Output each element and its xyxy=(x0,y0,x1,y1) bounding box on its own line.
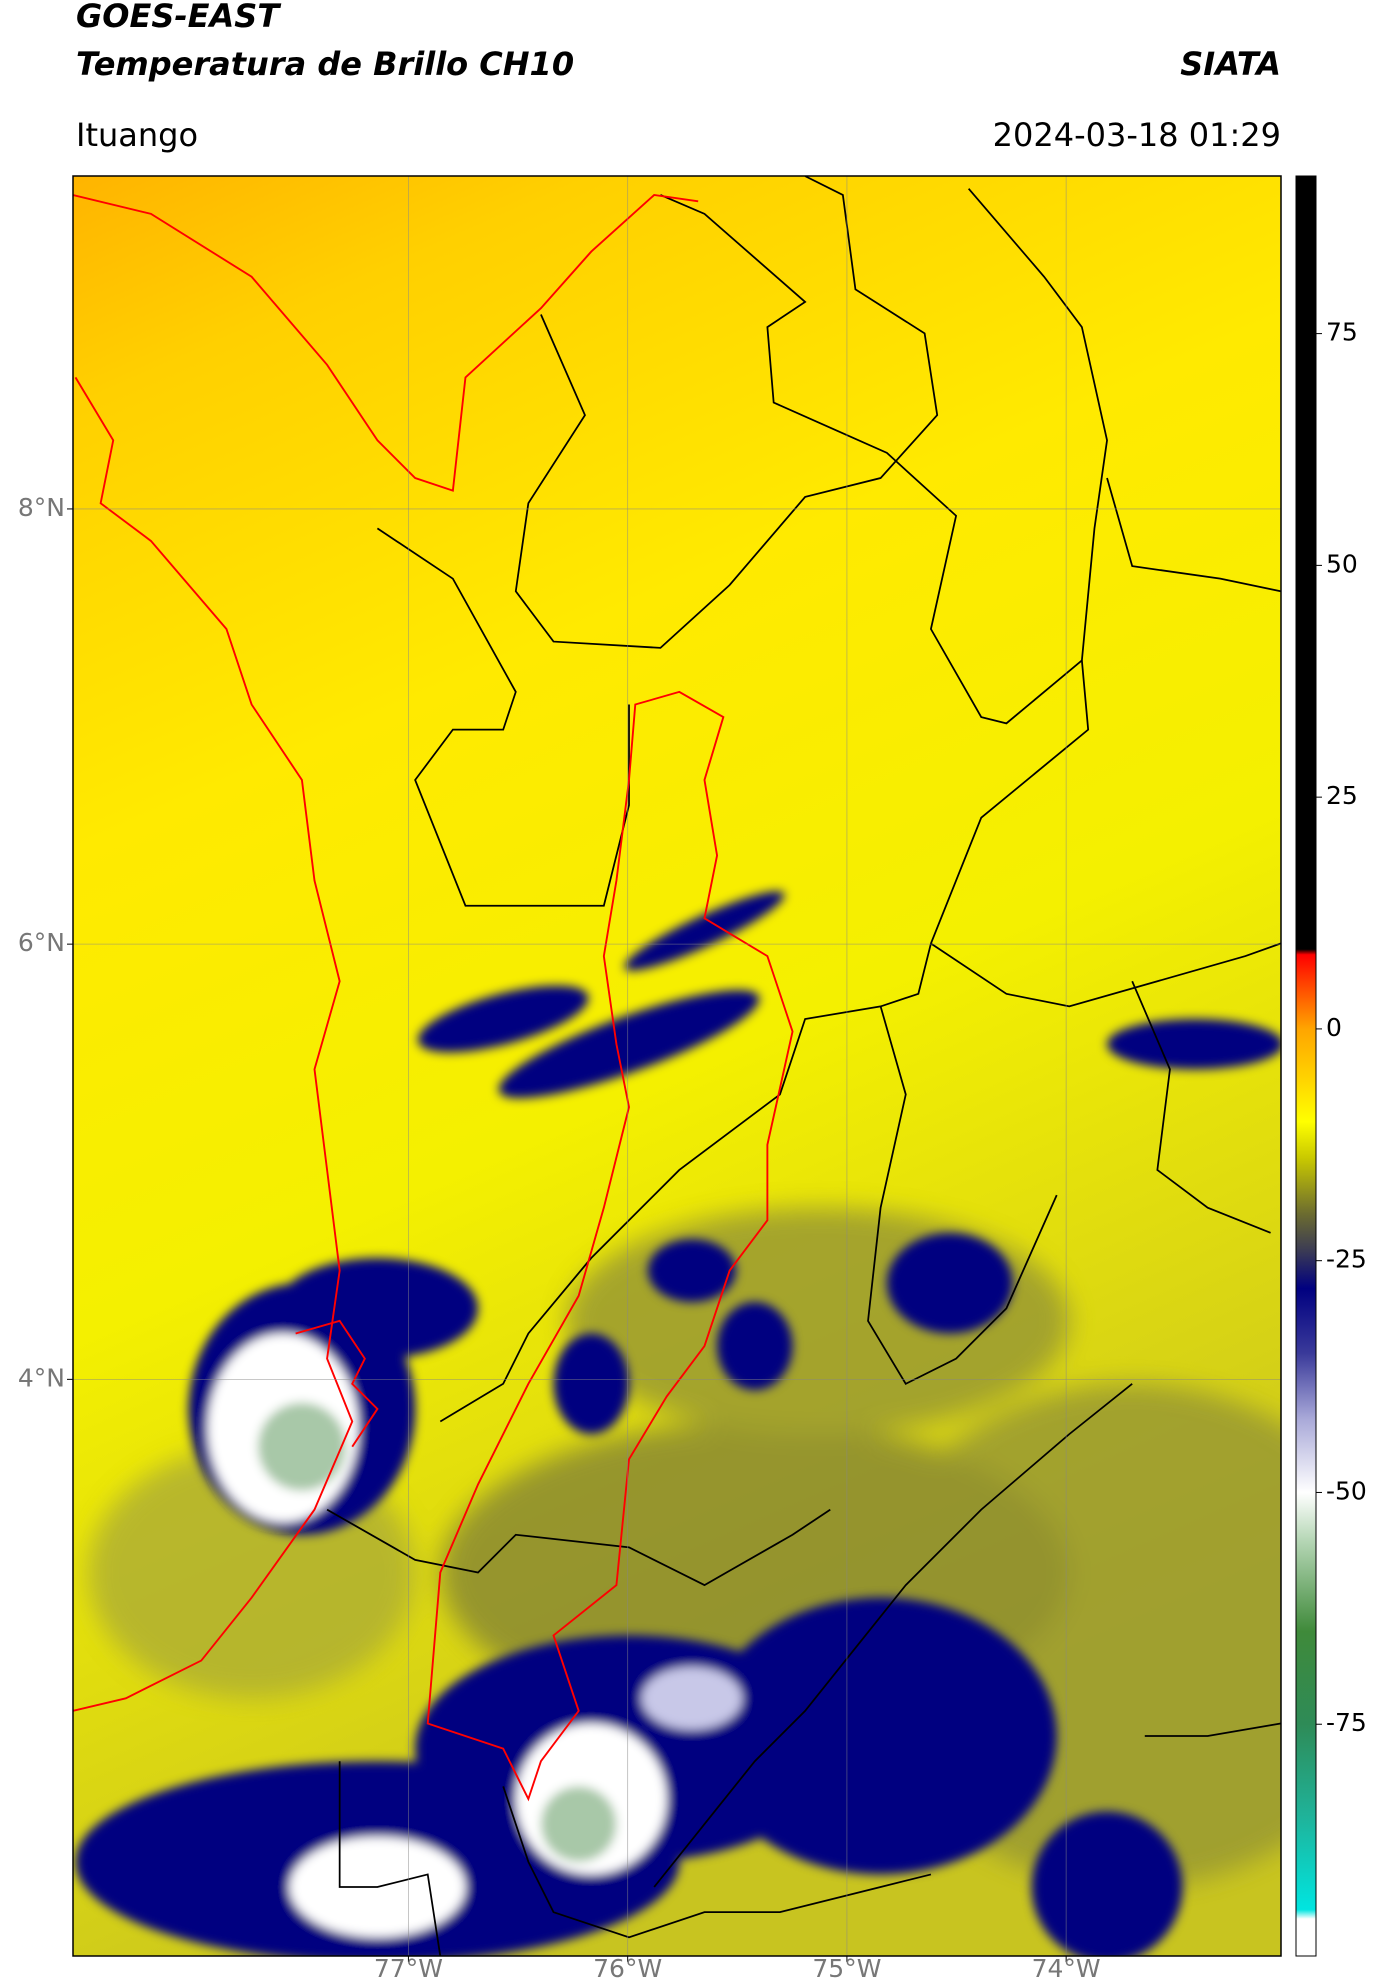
colorbar-tick-label: 25 xyxy=(1326,781,1358,810)
colorbar-tick-label: 0 xyxy=(1326,1013,1342,1042)
x-tick-label: 74°W xyxy=(1032,1954,1101,1981)
y-tick-label: 6°N xyxy=(18,928,65,957)
y-tick-label: 4°N xyxy=(18,1363,65,1392)
datetime: 2024-03-18 01:29 xyxy=(993,116,1281,154)
map-image xyxy=(73,176,1281,1956)
y-tick-label: 8°N xyxy=(18,493,65,522)
cloud-field xyxy=(75,891,1281,1956)
colorbar-tick-label: -75 xyxy=(1326,1708,1367,1737)
admin-borders xyxy=(326,176,1281,1956)
colorbar xyxy=(1295,175,1317,1957)
colorbar-tick-label: -50 xyxy=(1326,1476,1367,1505)
region: Ituango xyxy=(76,116,198,154)
title: GOES-EAST xyxy=(76,0,281,35)
x-tick-label: 76°W xyxy=(593,1954,662,1981)
x-tick-label: 75°W xyxy=(812,1954,881,1981)
x-tick-label: 77°W xyxy=(374,1954,443,1981)
subtitle: Temperatura de Brillo CH10 xyxy=(76,45,574,83)
map-frame xyxy=(72,175,1282,1957)
source: SIATA xyxy=(1180,45,1281,83)
colorbar-tick-label: -25 xyxy=(1326,1245,1367,1274)
coastline-and-basin xyxy=(73,193,794,1802)
colorbar-tick-label: 75 xyxy=(1326,318,1358,347)
colorbar-tick-label: 50 xyxy=(1326,549,1358,578)
